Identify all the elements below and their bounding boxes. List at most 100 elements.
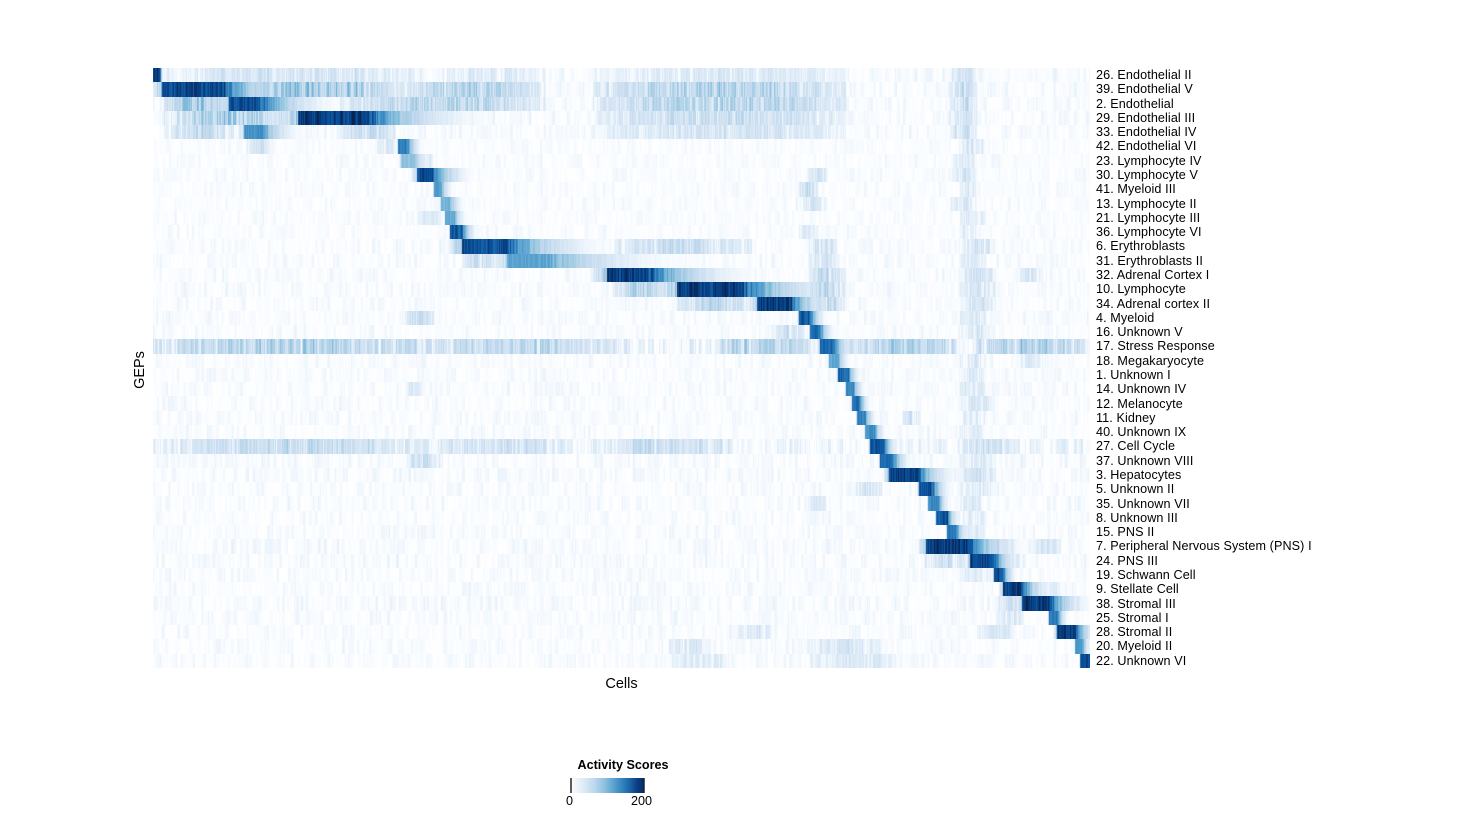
heatmap-row <box>153 396 1090 411</box>
colorbar-tick-label-max: 200 <box>631 794 653 808</box>
heatmap-row <box>153 553 1090 568</box>
gep-row-label: 2. Endothelial <box>1096 96 1174 111</box>
heatmap-row <box>153 582 1090 597</box>
heatmap-row-canvas <box>153 553 1090 568</box>
heatmap-row <box>153 382 1090 397</box>
heatmap-row-canvas <box>153 68 1090 83</box>
heatmap-row-canvas <box>153 353 1090 368</box>
gep-row-label: 39. Endothelial V <box>1096 82 1193 97</box>
heatmap-row-canvas <box>153 410 1090 426</box>
colorbar-title: Activity Scores <box>577 758 669 772</box>
heatmap-row <box>153 325 1090 340</box>
heatmap-row-canvas <box>153 210 1090 226</box>
heatmap-row <box>153 96 1090 111</box>
gep-row-label: 41. Myeloid III <box>1096 182 1176 197</box>
heatmap-row <box>153 239 1090 254</box>
heatmap-row-canvas <box>153 639 1090 654</box>
heatmap-row <box>153 339 1090 354</box>
heatmap-row <box>153 410 1090 426</box>
heatmap-row-canvas <box>153 653 1090 668</box>
gep-row-label: 40. Unknown IX <box>1096 425 1187 440</box>
gep-row-label: 19. Schwann Cell <box>1096 568 1196 582</box>
heatmap-row-canvas <box>153 253 1090 268</box>
gep-row-label: 27. Cell Cycle <box>1096 439 1176 454</box>
gep-row-label: 36. Lymphocyte VI <box>1096 225 1202 240</box>
heatmap-row-canvas <box>153 367 1090 383</box>
gep-row-label: 7. Peripheral Nervous System (PNS) I <box>1096 539 1312 554</box>
heatmap-row-canvas <box>153 425 1090 440</box>
heatmap-row <box>153 367 1090 383</box>
heatmap-row-canvas <box>153 624 1090 640</box>
gep-row-label: 30. Lymphocyte V <box>1096 168 1198 182</box>
gep-row-label: 23. Lymphocyte IV <box>1096 153 1202 168</box>
heatmap-row-canvas <box>153 339 1090 354</box>
heatmap-row <box>153 510 1090 525</box>
heatmap-row <box>153 353 1090 368</box>
heatmap-row <box>153 567 1090 583</box>
heatmap-row-canvas <box>153 582 1090 597</box>
heatmap-row-canvas <box>153 196 1090 211</box>
heatmap-row <box>153 110 1090 126</box>
gep-row-label: 6. Erythroblasts <box>1096 239 1186 254</box>
heatmap-row-canvas <box>153 610 1090 625</box>
gep-row-label: 33. Endothelial IV <box>1096 125 1197 140</box>
gep-row-label: 37. Unknown VIII <box>1096 453 1194 468</box>
heatmap-row <box>153 182 1090 197</box>
heatmap-row <box>153 210 1090 226</box>
heatmap-row-canvas <box>153 453 1090 468</box>
gep-row-label: 11. Kidney <box>1096 410 1156 425</box>
heatmap-row <box>153 525 1090 540</box>
gep-row-label: 14. Unknown IV <box>1096 382 1187 397</box>
heatmap-row <box>153 539 1090 554</box>
gep-row-label: 32. Adrenal Cortex I <box>1096 268 1210 282</box>
heatmap-row <box>153 639 1090 654</box>
y-axis-label: GEPs <box>132 351 148 389</box>
heatmap-row-canvas <box>153 167 1090 183</box>
heatmap-row-canvas <box>153 525 1090 540</box>
colorbar-tick-label-min: 0 <box>566 794 574 808</box>
heatmap-row-canvas <box>153 310 1090 326</box>
x-axis-label: Cells <box>605 676 638 692</box>
gep-row-label: 34. Adrenal cortex II <box>1096 296 1211 311</box>
heatmap-row-canvas <box>153 396 1090 411</box>
heatmap-row <box>153 196 1090 211</box>
heatmap-row <box>153 596 1090 611</box>
gep-row-label: 16. Unknown V <box>1096 325 1183 340</box>
gep-row-label: 3. Hepatocytes <box>1096 468 1182 482</box>
heatmap-row <box>153 267 1090 283</box>
heatmap-row-canvas <box>153 96 1090 111</box>
heatmap-row <box>153 68 1090 83</box>
heatmap-row <box>153 82 1090 97</box>
gep-row-label: 17. Stress Response <box>1096 339 1215 354</box>
gep-row-label: 10. Lymphocyte <box>1096 282 1186 297</box>
gep-row-label: 5. Unknown II <box>1096 482 1175 497</box>
gep-row-label: 24. PNS III <box>1096 553 1158 568</box>
heatmap-row-canvas <box>153 125 1090 140</box>
heatmap-row-canvas <box>153 567 1090 583</box>
heatmap-row-canvas <box>153 496 1090 511</box>
heatmap-row-canvas <box>153 539 1090 554</box>
heatmap-row <box>153 139 1090 154</box>
heatmap-row-canvas <box>153 225 1090 240</box>
gep-row-label: 28. Stromal II <box>1096 625 1173 640</box>
heatmap-row <box>153 125 1090 140</box>
heatmap-row-canvas <box>153 267 1090 283</box>
heatmap-row <box>153 653 1090 668</box>
heatmap-row-canvas <box>153 110 1090 126</box>
gep-row-label: 9. Stellate Cell <box>1096 582 1179 597</box>
heatmap-row-canvas <box>153 82 1090 97</box>
heatmap-row <box>153 167 1090 183</box>
heatmap-row-canvas <box>153 467 1090 483</box>
gep-row-label: 35. Unknown VII <box>1096 496 1190 511</box>
gep-row-label: 13. Lymphocyte II <box>1096 196 1197 211</box>
colorbar-tick-min <box>570 778 572 793</box>
gep-row-label: 1. Unknown I <box>1096 368 1171 382</box>
gep-row-label: 15. PNS II <box>1096 525 1155 540</box>
heatmap-row <box>153 425 1090 440</box>
colorbar-gradient <box>570 778 645 793</box>
heatmap-row-canvas <box>153 296 1090 311</box>
gep-row-label: 12. Melanocyte <box>1096 396 1183 411</box>
heatmap-row <box>153 153 1090 168</box>
heatmap-row-canvas <box>153 439 1090 454</box>
gep-row-label: 21. Lymphocyte III <box>1096 210 1201 225</box>
